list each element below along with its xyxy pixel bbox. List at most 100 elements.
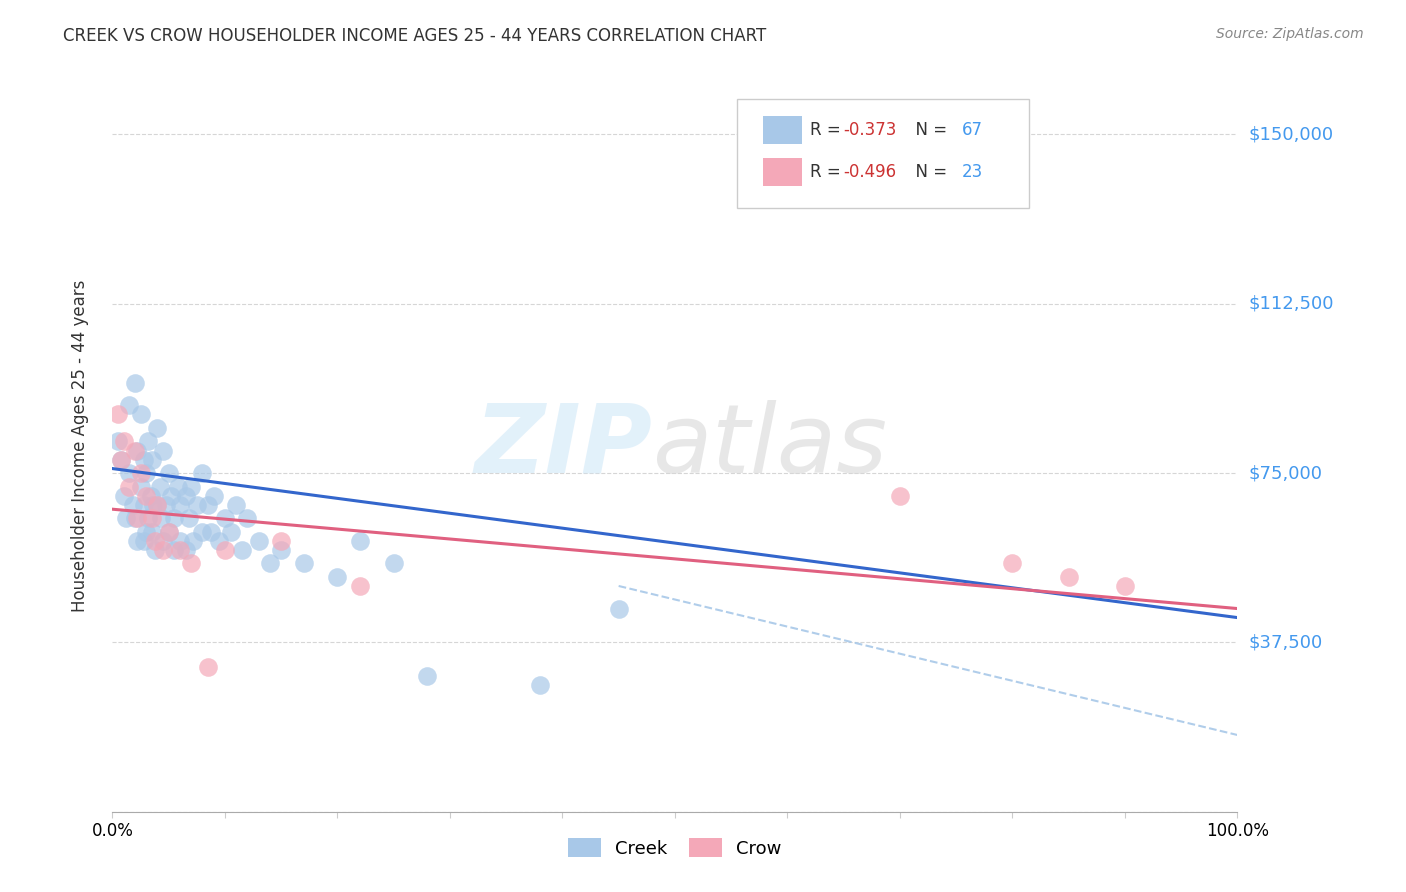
Point	[163, 542, 186, 557]
Point	[135, 489, 157, 503]
Point	[163, 511, 186, 525]
Point	[1057, 570, 1080, 584]
Point	[146, 498, 169, 512]
Y-axis label: Householder Income Ages 25 - 44 years: Householder Income Ages 25 - 44 years	[70, 280, 89, 612]
Point	[160, 489, 183, 503]
Point	[143, 533, 166, 548]
Point	[107, 434, 129, 449]
Bar	[762, 158, 801, 186]
Point	[157, 524, 180, 539]
Point	[138, 511, 160, 525]
Point	[139, 489, 162, 503]
Text: $75,000: $75,000	[1249, 464, 1323, 482]
FancyBboxPatch shape	[737, 99, 1029, 209]
Text: N =: N =	[905, 121, 953, 139]
Point	[143, 542, 166, 557]
Point	[118, 398, 141, 412]
Point	[132, 533, 155, 548]
Point	[349, 533, 371, 548]
Point	[177, 511, 200, 525]
Point	[529, 678, 551, 692]
Point	[124, 511, 146, 525]
Text: -0.496: -0.496	[844, 162, 897, 181]
Point	[115, 511, 138, 525]
Text: R =: R =	[810, 162, 846, 181]
Point	[121, 498, 143, 512]
Point	[174, 542, 197, 557]
Point	[247, 533, 270, 548]
Point	[183, 533, 205, 548]
Point	[889, 489, 911, 503]
Point	[112, 489, 135, 503]
Point	[152, 533, 174, 548]
Point	[202, 489, 225, 503]
Point	[129, 480, 152, 494]
Point	[200, 524, 222, 539]
Point	[149, 511, 172, 525]
Point	[607, 601, 630, 615]
Point	[152, 542, 174, 557]
Point	[270, 533, 292, 548]
Text: 23: 23	[962, 162, 983, 181]
Point	[129, 408, 152, 422]
Point	[270, 542, 292, 557]
Point	[118, 466, 141, 480]
Text: N =: N =	[905, 162, 953, 181]
Point	[127, 443, 149, 458]
Point	[149, 480, 172, 494]
Point	[208, 533, 231, 548]
Point	[110, 452, 132, 467]
Point	[142, 498, 165, 512]
Point	[107, 408, 129, 422]
Point	[135, 524, 157, 539]
Point	[129, 466, 152, 480]
Legend: Creek, Crow: Creek, Crow	[561, 831, 789, 865]
Point	[152, 443, 174, 458]
Point	[112, 434, 135, 449]
Point	[141, 452, 163, 467]
Text: $37,500: $37,500	[1249, 633, 1323, 651]
Point	[127, 533, 149, 548]
Text: $150,000: $150,000	[1249, 126, 1333, 144]
Point	[180, 557, 202, 571]
Point	[416, 669, 439, 683]
Point	[157, 524, 180, 539]
Point	[236, 511, 259, 525]
Point	[155, 498, 177, 512]
Point	[191, 524, 214, 539]
Point	[127, 511, 149, 525]
Point	[138, 434, 160, 449]
Point	[326, 570, 349, 584]
Point	[225, 498, 247, 512]
Text: ZIP: ZIP	[474, 400, 652, 492]
Point	[166, 480, 188, 494]
Point	[146, 498, 169, 512]
Point	[174, 489, 197, 503]
Point	[124, 376, 146, 390]
Point	[1001, 557, 1024, 571]
Bar	[762, 116, 801, 144]
Point	[349, 579, 371, 593]
Text: 67: 67	[962, 121, 983, 139]
Point	[118, 480, 141, 494]
Point	[132, 498, 155, 512]
Text: Source: ZipAtlas.com: Source: ZipAtlas.com	[1216, 27, 1364, 41]
Point	[259, 557, 281, 571]
Point	[157, 466, 180, 480]
Point	[135, 466, 157, 480]
Point	[292, 557, 315, 571]
Point	[219, 524, 242, 539]
Point	[110, 452, 132, 467]
Text: R =: R =	[810, 121, 846, 139]
Text: $112,500: $112,500	[1249, 294, 1334, 313]
Point	[186, 498, 208, 512]
Point	[214, 511, 236, 525]
Point	[169, 498, 191, 512]
Text: -0.373: -0.373	[844, 121, 897, 139]
Point	[197, 498, 219, 512]
Point	[146, 421, 169, 435]
Point	[191, 466, 214, 480]
Point	[132, 452, 155, 467]
Point	[124, 443, 146, 458]
Point	[1114, 579, 1136, 593]
